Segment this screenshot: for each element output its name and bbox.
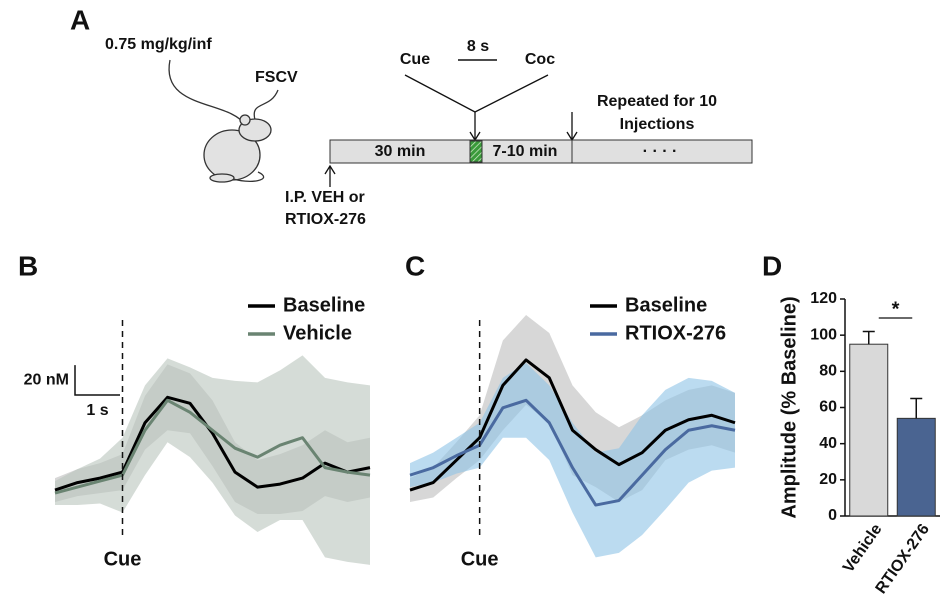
- panel-label: A: [70, 4, 90, 35]
- cue-label: Cue: [461, 548, 499, 570]
- error-band: [55, 355, 370, 565]
- probe-label: FSCV: [255, 69, 298, 86]
- injection-label: I.P. VEH or: [285, 189, 365, 206]
- phase-label: 30 min: [375, 143, 426, 160]
- panel-label: D: [762, 250, 782, 281]
- cue-box: [469, 140, 483, 163]
- interval-label: 8 s: [467, 38, 489, 55]
- y-tick-label: 80: [819, 363, 837, 380]
- y-axis-label: Amplitude (% Baseline): [778, 296, 800, 518]
- cue-label: Cue: [104, 548, 142, 570]
- dots: · · · ·: [643, 143, 678, 160]
- diagram-lines: [324, 74, 578, 187]
- error-bar: [910, 397, 923, 419]
- repeat-label: Repeated for 10: [597, 93, 717, 110]
- bar: [849, 343, 889, 517]
- legend-label: RTIOX-276: [625, 322, 726, 344]
- scale-bar: [74, 365, 120, 396]
- error-bar: [862, 330, 875, 345]
- y-tick-label: 0: [828, 507, 837, 524]
- repeat-label: Injections: [620, 116, 695, 133]
- x-tick-label: Vehicle: [840, 521, 886, 576]
- panel-label: B: [18, 250, 38, 281]
- legend-label: Baseline: [283, 294, 365, 316]
- trace: [54, 398, 371, 495]
- bar: [896, 417, 936, 517]
- cue-label: Cue: [400, 51, 430, 68]
- legend-label: Baseline: [625, 294, 707, 316]
- scale-label: 1 s: [86, 402, 108, 419]
- y-tick-label: 60: [819, 399, 837, 416]
- legend-label: Vehicle: [283, 322, 352, 344]
- timeline: [329, 139, 753, 164]
- y-tick-label: 120: [810, 290, 837, 307]
- y-tick-label: 40: [819, 435, 837, 452]
- trace: [409, 398, 736, 507]
- scale-label: 20 nM: [24, 371, 69, 388]
- y-tick-label: 20: [819, 471, 837, 488]
- coc-label: Coc: [525, 51, 555, 68]
- significance-label: *: [892, 298, 900, 320]
- dose-label: 0.75 mg/kg/inf: [105, 36, 212, 53]
- phase-label: 7-10 min: [493, 143, 558, 160]
- mouse: [168, 59, 279, 183]
- injection-label: RTIOX-276: [285, 211, 366, 228]
- trace: [54, 395, 371, 492]
- y-tick-label: 100: [810, 326, 837, 343]
- panel-label: C: [405, 250, 425, 281]
